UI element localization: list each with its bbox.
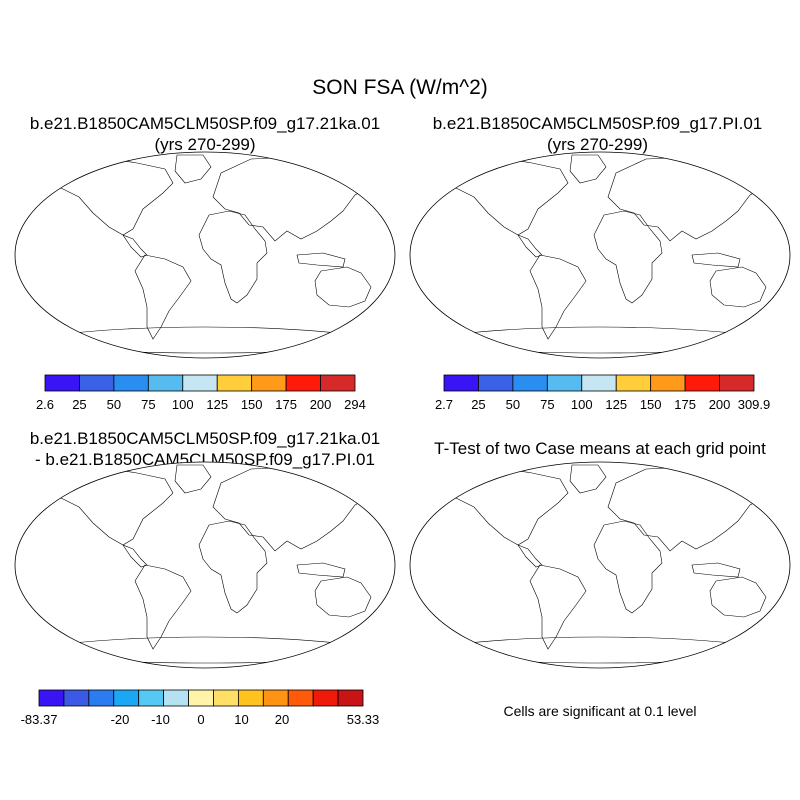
colorbar-swatch-12 bbox=[337, 689, 364, 707]
map-border bbox=[409, 151, 791, 359]
colorbar-swatch-5 bbox=[163, 689, 189, 707]
colorbar-swatch-6 bbox=[650, 374, 686, 392]
map-panel-3 bbox=[14, 461, 396, 669]
colorbar-swatch-7 bbox=[213, 689, 239, 707]
colorbar-swatch-9 bbox=[262, 689, 289, 707]
colorbar-label-6: 150 bbox=[640, 397, 662, 412]
panel-4-title-line1: T-Test of two Case means at each grid po… bbox=[434, 439, 766, 458]
colorbar-label-1: 25 bbox=[72, 397, 86, 412]
colorbar-label-8: 200 bbox=[310, 397, 332, 412]
colorbar-swatch-3 bbox=[546, 374, 583, 392]
colorbar-3: -83.37 -20 -10 0 10 20 53.33 bbox=[21, 689, 380, 727]
panel-1-title: b.e21.B1850CAM5CLM50SP.f09_g17.21ka.01 (… bbox=[10, 113, 400, 155]
colorbar-swatch-4 bbox=[581, 374, 617, 392]
colorbar-swatch-5 bbox=[216, 374, 253, 392]
colorbar-2: 2.7 25 50 75 100 125 150 175 200 309.9 bbox=[435, 374, 771, 412]
colorbar-swatch-8 bbox=[719, 374, 755, 392]
panel-2-title: b.e21.B1850CAM5CLM50SP.f09_g17.PI.01 (yr… bbox=[405, 113, 790, 155]
colorbar-swatch-2 bbox=[88, 689, 115, 707]
colorbar-swatch-10 bbox=[287, 689, 314, 707]
colorbar-label-8: 53.33 bbox=[347, 712, 380, 727]
panel-2-title-line2: (yrs 270-299) bbox=[546, 135, 649, 154]
colorbar-label-5: 125 bbox=[206, 397, 228, 412]
colorbar-swatch-4 bbox=[138, 689, 165, 707]
colorbar-label-6: 20 bbox=[275, 712, 289, 727]
colorbar-swatch-2 bbox=[512, 374, 548, 392]
map-ocean bbox=[15, 462, 395, 668]
colorbar-label-6: 150 bbox=[241, 397, 263, 412]
colorbar-swatch-0 bbox=[443, 374, 479, 392]
panel-2-title-line1: b.e21.B1850CAM5CLM50SP.f09_g17.PI.01 bbox=[432, 114, 763, 133]
colorbar-label-3: 75 bbox=[540, 397, 554, 412]
colorbar-label-0: 2.6 bbox=[36, 397, 54, 412]
colorbar-swatch-0 bbox=[38, 689, 65, 707]
colorbar-label-4: 100 bbox=[172, 397, 194, 412]
panel-1-title-line2: (yrs 270-299) bbox=[154, 135, 256, 154]
colorbar-swatch-5 bbox=[615, 374, 652, 392]
colorbar-swatch-8 bbox=[237, 689, 264, 707]
colorbar-label-4: 0 bbox=[197, 712, 204, 727]
colorbar-swatch-7 bbox=[285, 374, 321, 392]
panel-3-title-line1: b.e21.B1850CAM5CLM50SP.f09_g17.21ka.01 bbox=[29, 429, 381, 448]
colorbar-swatch-8 bbox=[320, 374, 356, 392]
map-panel-4 bbox=[409, 461, 791, 669]
colorbar-swatch-3 bbox=[147, 374, 184, 392]
map-panel-1 bbox=[14, 151, 396, 359]
figure-title: SON FSA (W/m^2) bbox=[312, 76, 488, 99]
colorbar-swatch-1 bbox=[79, 374, 115, 392]
colorbar-label-3: -10 bbox=[151, 712, 170, 727]
colorbar-label-9: 309.9 bbox=[738, 397, 771, 412]
colorbar-label-5: 10 bbox=[234, 712, 248, 727]
map-ocean bbox=[410, 152, 790, 358]
colorbar-swatch-7 bbox=[684, 374, 720, 392]
colorbar-label-8: 200 bbox=[709, 397, 731, 412]
colorbar-label-2: 50 bbox=[107, 397, 121, 412]
colorbar-label-0: -83.37 bbox=[21, 712, 58, 727]
significance-note: Cells are significant at 0.1 level bbox=[503, 703, 697, 719]
map-border bbox=[409, 461, 791, 669]
colorbar-swatch-4 bbox=[182, 374, 218, 392]
colorbar-swatch-6 bbox=[188, 689, 214, 707]
panel-4-title: T-Test of two Case means at each grid po… bbox=[405, 438, 795, 459]
map-ocean bbox=[410, 462, 790, 668]
colorbar-label-4: 100 bbox=[571, 397, 593, 412]
colorbar-label-1: 25 bbox=[471, 397, 485, 412]
colorbar-swatch-1 bbox=[478, 374, 514, 392]
colorbar-label-3: 75 bbox=[141, 397, 155, 412]
colorbar-swatch-0 bbox=[44, 374, 80, 392]
colorbar-1: 2.6 25 50 75 100 125 150 175 200 294 bbox=[36, 374, 366, 412]
panel-1-title-line1: b.e21.B1850CAM5CLM50SP.f09_g17.21ka.01 bbox=[29, 114, 381, 133]
panel-3-title: b.e21.B1850CAM5CLM50SP.f09_g17.21ka.01 -… bbox=[10, 428, 400, 470]
map-border bbox=[14, 461, 396, 669]
map-panel-2 bbox=[409, 151, 791, 359]
colorbar-label-2: 50 bbox=[506, 397, 520, 412]
colorbar-label-7: 175 bbox=[674, 397, 696, 412]
colorbar-swatch-6 bbox=[251, 374, 287, 392]
colorbar-swatch-3 bbox=[113, 689, 140, 707]
panel-3-title-line2: - b.e21.B1850CAM5CLM50SP.f09_g17.PI.01 bbox=[35, 450, 375, 469]
colorbar-swatch-11 bbox=[312, 689, 339, 707]
colorbar-label-2: -20 bbox=[111, 712, 130, 727]
map-ocean bbox=[15, 152, 395, 358]
colorbar-label-5: 125 bbox=[605, 397, 627, 412]
colorbar-swatch-2 bbox=[113, 374, 149, 392]
colorbar-label-0: 2.7 bbox=[435, 397, 453, 412]
colorbar-label-7: 175 bbox=[275, 397, 297, 412]
map-border bbox=[14, 151, 396, 359]
colorbar-label-9: 294 bbox=[344, 397, 366, 412]
colorbar-swatch-1 bbox=[63, 689, 90, 707]
